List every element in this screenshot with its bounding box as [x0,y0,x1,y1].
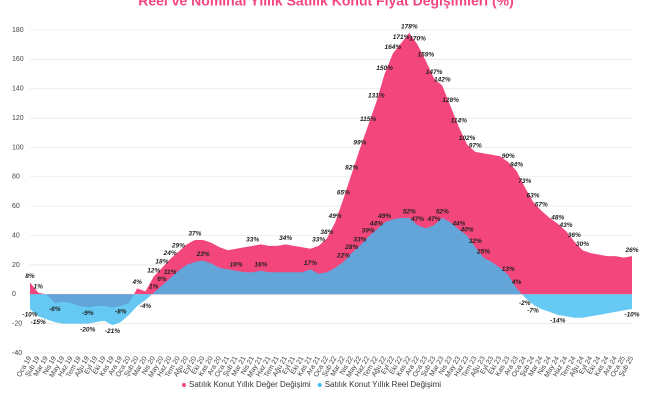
value-label: 16% [230,262,243,269]
value-label: 164% [385,44,402,51]
y-tick-label: -40 [12,350,22,357]
value-label: 150% [376,65,393,72]
legend-marker [317,383,322,387]
value-label: -10% [22,312,37,319]
y-tick-label: 0 [12,291,16,298]
value-label: 52% [403,209,416,216]
value-label: 114% [451,118,467,125]
value-label: 34% [279,235,292,242]
value-label: -2% [519,300,531,307]
value-label: 52% [436,209,449,216]
y-tick-label: 160 [12,56,24,63]
value-label: 40% [460,226,474,233]
value-label: 33% [353,237,366,244]
value-label: 25% [476,248,490,255]
value-label: 84% [510,162,523,169]
area [30,217,632,326]
value-label: 11% [164,269,177,276]
y-tick-label: 20 [12,262,20,269]
value-label: -15% [31,319,46,326]
value-label: -14% [550,318,565,325]
value-label: -20% [80,326,95,333]
y-tick-label: 120 [12,115,24,122]
value-label: 32% [469,238,482,245]
y-tick-label: 80 [12,174,20,181]
value-label: 44% [369,220,383,227]
value-label: 43% [559,222,573,229]
value-label: 1% [34,284,44,291]
y-tick-label: 140 [12,86,24,93]
area [30,32,632,308]
value-label: 131% [368,93,385,100]
value-label: -10% [624,312,639,319]
value-label: 99% [353,140,366,147]
y-tick-label: 100 [12,144,24,151]
value-label: 4% [132,279,143,286]
y-tick-label: 60 [12,203,20,210]
value-label: 22% [336,253,350,260]
value-label: 18% [155,259,168,266]
value-label: 24% [163,250,177,257]
value-label: 159% [418,52,435,59]
value-label: 48% [550,215,564,222]
value-label: 13% [502,266,515,273]
value-label: 1% [149,284,159,291]
value-label: 37% [188,231,201,238]
value-label: 30% [576,241,589,248]
value-label: -21% [105,328,120,335]
value-label: 39% [362,228,375,235]
value-label: 36% [568,232,581,239]
value-label: 142% [434,77,451,84]
value-label: 49% [328,213,342,220]
y-tick-label: 40 [12,232,20,239]
value-label: 90% [502,153,515,160]
value-label: 33% [312,237,325,244]
value-label: 12% [147,267,160,274]
value-label: 47% [410,216,424,223]
value-label: 128% [442,97,459,104]
value-label: 178% [401,24,418,31]
value-label: 170% [409,35,426,42]
value-label: 73% [518,178,531,185]
y-tick-label: 180 [12,27,24,34]
value-label: -4% [140,303,152,310]
value-label: 49% [377,213,391,220]
value-label: 38% [320,229,333,236]
value-label: 115% [360,116,376,123]
value-label: -7% [527,307,539,314]
value-label: -8% [115,309,127,316]
value-label: 33% [246,237,259,244]
value-label: 6% [157,276,167,283]
value-label: 63% [527,192,540,199]
legend-label: Satılık Konut Yıllık Değer Değişimi [189,380,311,389]
value-label: 82% [345,165,358,172]
value-label: 17% [304,260,317,267]
value-label: 65% [337,190,350,197]
value-label: 171% [393,34,410,41]
value-label: 57% [535,201,548,208]
value-label: 26% [624,247,638,254]
value-label: 4% [511,279,522,286]
value-label: 147% [426,69,443,76]
value-label: 44% [451,220,465,227]
chart-title: Reel ve Nominal Yıllık Satılık Konut Fiy… [138,0,514,9]
y-tick-label: -20 [12,320,22,327]
value-label: -6% [49,306,61,313]
legend-marker [182,383,186,387]
value-label: 29% [171,242,185,249]
value-label: -9% [82,310,94,317]
value-label: 97% [469,143,482,150]
value-label: 8% [25,273,35,280]
legend-label: Satılık Konut Yıllık Reel Değişimi [325,380,442,389]
value-label: 16% [254,262,267,269]
value-label: 23% [196,251,210,258]
value-label: 102% [459,135,476,142]
value-label: 28% [344,244,358,251]
value-label: 47% [427,216,441,223]
